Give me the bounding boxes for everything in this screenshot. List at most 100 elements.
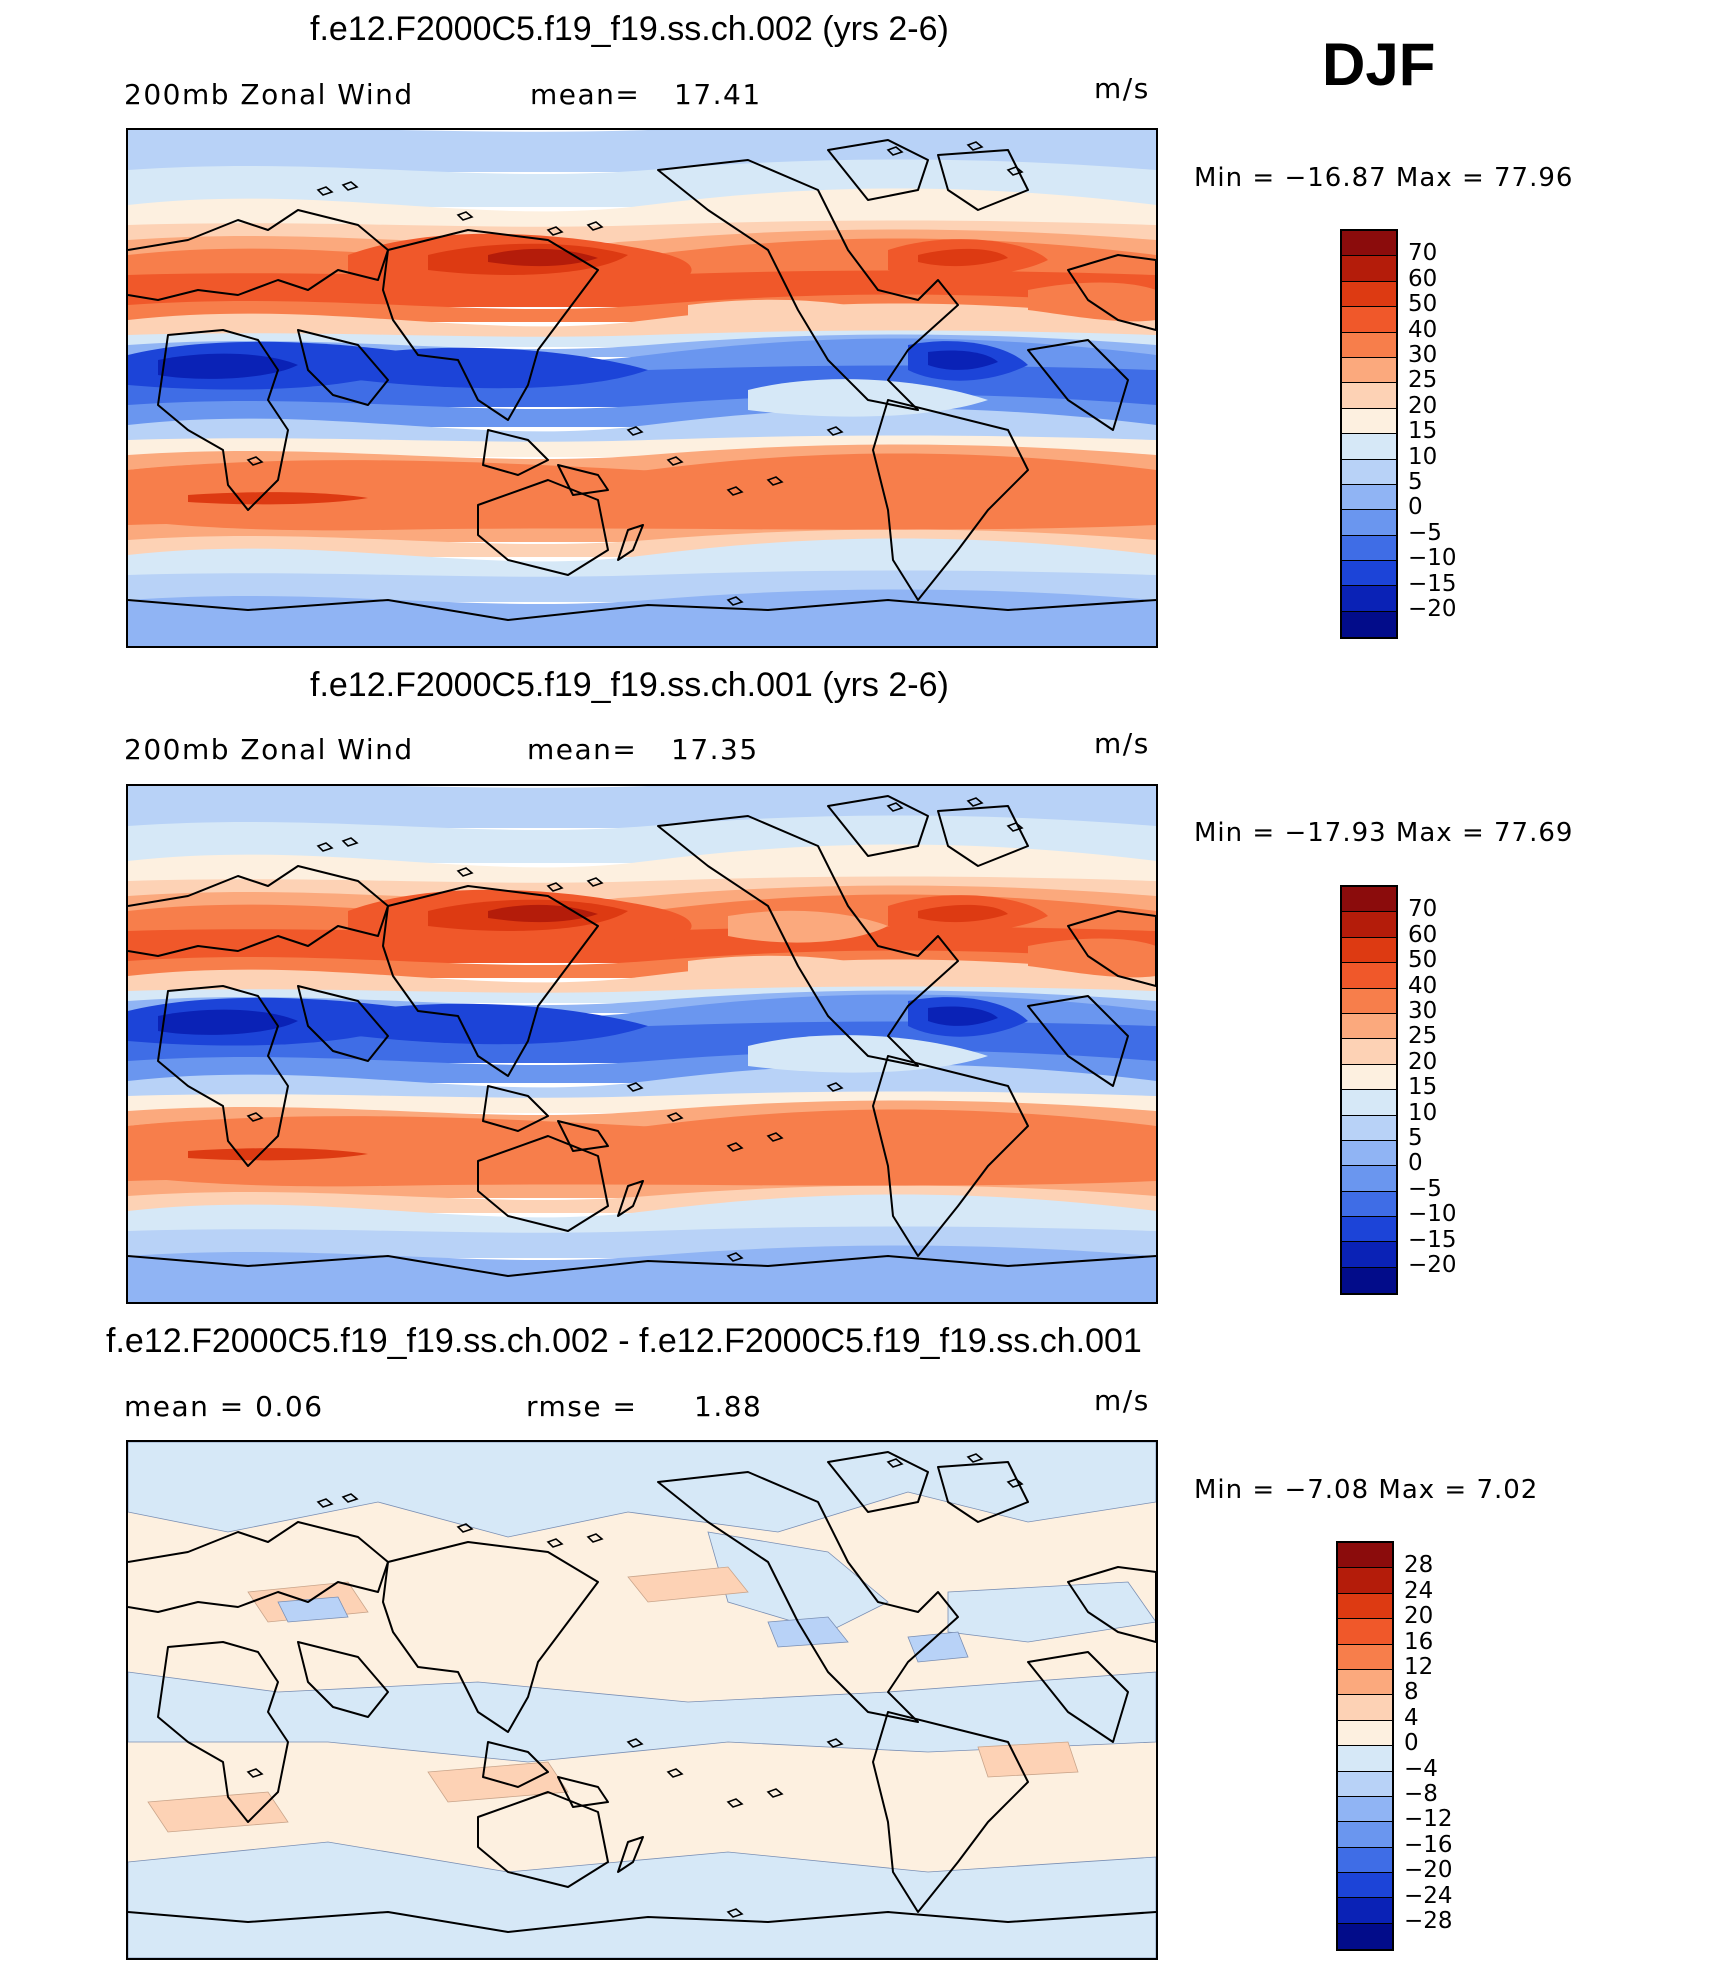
colorbar-tick-label: −28 [1404, 1908, 1453, 1934]
panel-3-colorbar [1336, 1541, 1394, 1952]
colorbar-swatch [1338, 1619, 1392, 1645]
colorbar-swatch [1338, 1847, 1392, 1874]
colorbar-tick-label: 30 [1408, 998, 1438, 1024]
colorbar-swatch [1342, 535, 1396, 562]
colorbar-swatch [1342, 434, 1396, 460]
colorbar-tick-label: −10 [1408, 1201, 1457, 1228]
colorbar-tick-label: −10 [1408, 545, 1457, 572]
panel-3-min-max: Min = −7.08 Max = 7.02 [1194, 1475, 1539, 1505]
colorbar-tick-label: 24 [1404, 1577, 1434, 1604]
panel-3-stat-label: rmse = [526, 1390, 638, 1423]
colorbar-swatch [1342, 937, 1396, 964]
colorbar-tick-label: −5 [1408, 1175, 1442, 1202]
colorbar-tick-label: −8 [1404, 1781, 1438, 1807]
colorbar-swatch [1342, 510, 1396, 536]
colorbar-swatch [1342, 1140, 1396, 1167]
colorbar-tick-label: −20 [1408, 1252, 1457, 1278]
colorbar-swatch [1342, 1217, 1396, 1243]
colorbar-tick-label: 70 [1408, 896, 1438, 923]
colorbar-tick-label: 15 [1408, 418, 1438, 445]
colorbar-swatch [1342, 988, 1396, 1014]
colorbar-swatch [1342, 281, 1396, 308]
colorbar-swatch [1338, 1669, 1392, 1696]
panel-2-colorbar [1340, 885, 1398, 1296]
colorbar-swatch [1342, 1039, 1396, 1065]
panel-3-stat-value: 1.88 [694, 1390, 763, 1423]
colorbar-tick-label: 20 [1408, 1048, 1438, 1075]
colorbar-tick-label: 20 [1408, 392, 1438, 419]
panel-3-mean-label: mean = 0.06 [124, 1390, 324, 1423]
colorbar-swatch [1342, 459, 1396, 485]
colorbar-tick-label: 40 [1408, 316, 1438, 343]
colorbar-tick-label: 60 [1408, 265, 1438, 292]
colorbar-swatch [1342, 1166, 1396, 1192]
colorbar-swatch [1338, 1695, 1392, 1721]
colorbar-tick-label: 12 [1404, 1654, 1434, 1680]
panel-2-title: f.e12.F2000C5.f19_f19.ss.ch.001 (yrs 2-6… [310, 666, 949, 704]
colorbar-tick-label: 30 [1408, 342, 1438, 368]
colorbar-swatch [1342, 887, 1396, 913]
colorbar-tick-label: 0 [1408, 494, 1423, 521]
colorbar-tick-label: 20 [1404, 1603, 1434, 1630]
colorbar-tick-label: 8 [1404, 1679, 1419, 1706]
colorbar-tick-label: 28 [1404, 1552, 1434, 1579]
panel-3-title: f.e12.F2000C5.f19_f19.ss.ch.002 - f.e12.… [106, 1322, 1142, 1360]
colorbar-tick-label: −20 [1404, 1857, 1453, 1884]
colorbar-tick-label: 5 [1408, 469, 1423, 495]
colorbar-swatch [1338, 1644, 1392, 1670]
colorbar-swatch [1338, 1898, 1392, 1924]
colorbar-swatch [1342, 1242, 1396, 1268]
colorbar-swatch [1342, 332, 1396, 358]
colorbar-swatch [1338, 1568, 1392, 1594]
colorbar-tick-label: 15 [1408, 1074, 1438, 1101]
colorbar-swatch [1342, 1013, 1396, 1040]
panel-1-colorbar [1340, 229, 1398, 640]
colorbar-swatch [1338, 1771, 1392, 1797]
colorbar-tick-label: −5 [1408, 519, 1442, 546]
colorbar-swatch [1342, 1115, 1396, 1141]
panel-1-map [126, 128, 1158, 648]
colorbar-tick-label: 0 [1404, 1730, 1419, 1757]
panel-1-units: m/s [1094, 72, 1150, 105]
colorbar-swatch [1338, 1746, 1392, 1772]
colorbar-tick-label: 4 [1404, 1704, 1419, 1731]
colorbar-tick-label: 16 [1404, 1628, 1434, 1655]
colorbar-tick-label: 25 [1408, 367, 1438, 394]
colorbar-tick-label: −16 [1404, 1831, 1453, 1858]
panel-2-min-max: Min = −17.93 Max = 77.69 [1194, 818, 1574, 848]
colorbar-swatch [1338, 1923, 1392, 1950]
colorbar-tick-label: 60 [1408, 921, 1438, 948]
colorbar-swatch [1338, 1873, 1392, 1899]
colorbar-swatch [1342, 611, 1396, 638]
panel-2-map [126, 784, 1158, 1304]
panel-1-title: f.e12.F2000C5.f19_f19.ss.ch.002 (yrs 2-6… [310, 10, 949, 48]
colorbar-swatch [1338, 1593, 1392, 1620]
panel-2-stat-label: mean= [527, 733, 638, 766]
colorbar-swatch [1342, 256, 1396, 282]
colorbar-swatch [1342, 1064, 1396, 1091]
colorbar-tick-label: −4 [1404, 1755, 1438, 1782]
colorbar-swatch [1342, 1191, 1396, 1218]
panel-2-stat-value: 17.35 [671, 733, 759, 766]
panel-1-min-max: Min = −16.87 Max = 77.96 [1194, 163, 1574, 193]
colorbar-tick-label: −20 [1408, 596, 1457, 622]
colorbar-swatch [1342, 561, 1396, 587]
season-label: DJF [1322, 31, 1436, 98]
colorbar-swatch [1338, 1543, 1392, 1569]
panel-3-map [126, 1440, 1158, 1960]
colorbar-swatch [1338, 1720, 1392, 1747]
colorbar-tick-label: 25 [1408, 1023, 1438, 1050]
panel-2-variable-label: 200mb Zonal Wind [124, 733, 414, 766]
colorbar-tick-label: 50 [1408, 947, 1438, 974]
panel-1-stat-value: 17.41 [674, 78, 762, 111]
panel-1-stat-label: mean= [530, 78, 641, 111]
colorbar-swatch [1342, 383, 1396, 409]
colorbar-swatch [1342, 357, 1396, 384]
colorbar-tick-label: 50 [1408, 291, 1438, 318]
colorbar-swatch [1342, 231, 1396, 257]
colorbar-swatch [1342, 963, 1396, 989]
colorbar-swatch [1342, 1267, 1396, 1294]
colorbar-tick-label: 0 [1408, 1150, 1423, 1177]
colorbar-tick-label: −15 [1408, 570, 1457, 597]
panel-3-units: m/s [1094, 1384, 1150, 1417]
